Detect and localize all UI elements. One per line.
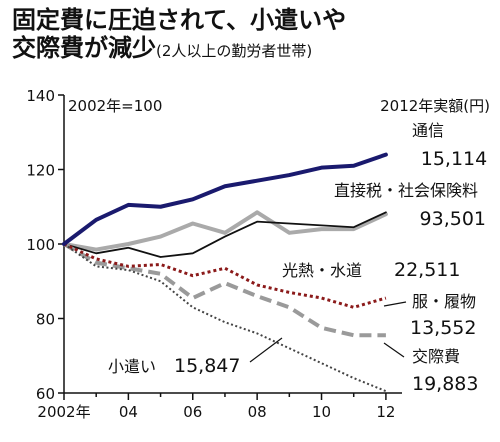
x-tick-label: 10	[312, 403, 331, 421]
series-name-label: 通信	[412, 121, 444, 140]
x-tick-label: 08	[248, 403, 267, 421]
axes: 60 80 100 120 140 2002年 04 06 08 10 12 2002年=100 201…	[26, 87, 490, 421]
series-labels: 通信 15,114 直接税・社会保険料 93,501 光熱・水道 22,511 服・履物 13…	[108, 121, 487, 395]
series-line	[62, 210, 388, 252]
series-line	[62, 152, 388, 246]
y-tick-label: 100	[26, 236, 55, 254]
chart-title: 固定費に圧迫されて、小遣いや 交際費が減少(2人以上の勤労者世帯)	[12, 6, 346, 65]
series-name-label: 直接税・社会保険料	[334, 181, 478, 200]
series-amount-label: 15,114	[421, 148, 487, 170]
x-tick-label: 06	[183, 403, 202, 421]
x-tick-label: 2002年	[37, 403, 90, 421]
series-line	[63, 211, 387, 258]
chart-subtitle: (2人以上の勤労者世帯)	[156, 42, 313, 60]
x-tick-label: 12	[376, 403, 395, 421]
series-amount-label: 19,883	[412, 373, 478, 395]
series-line	[62, 242, 386, 338]
title-line-2-text: 交際費が減少	[12, 34, 156, 62]
amount-header: 2012年実額(円)	[380, 97, 490, 115]
series-name-label: 光熱・水道	[282, 261, 362, 280]
y-tick-label: 140	[26, 87, 55, 105]
label-leader-line	[383, 342, 405, 358]
series-amount-label: 22,511	[394, 259, 460, 281]
title-line-2: 交際費が減少(2人以上の勤労者世帯)	[12, 34, 346, 65]
series-amount-label: 13,552	[410, 317, 476, 339]
series-lines	[62, 152, 388, 393]
base-note: 2002年=100	[68, 97, 162, 115]
series-amount-label: 15,847	[174, 355, 240, 377]
label-leader-line	[249, 337, 283, 363]
x-tick-label: 04	[119, 403, 138, 421]
series-name-label: 服・履物	[412, 292, 476, 311]
series-name-label: 小遣い	[108, 357, 156, 376]
y-tick-label: 60	[36, 385, 55, 403]
y-tick-label: 120	[26, 162, 55, 180]
label-leader-line	[383, 301, 407, 307]
y-tick-label: 80	[36, 311, 55, 329]
title-line-1: 固定費に圧迫されて、小遣いや	[12, 6, 347, 34]
series-name-label: 交際費	[412, 347, 460, 366]
series-amount-label: 93,501	[420, 208, 486, 230]
